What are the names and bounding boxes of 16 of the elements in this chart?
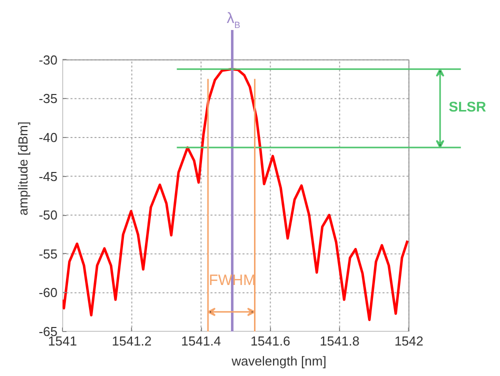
x-tick-label: 1541.8	[320, 334, 360, 348]
x-tick-label: 1541.4	[181, 334, 221, 348]
y-axis-title: amplitude [dBm]	[16, 122, 31, 216]
y-tick-label: -40	[38, 130, 58, 145]
text: SLSR	[448, 98, 486, 114]
y-tick-label: -35	[38, 91, 58, 106]
x-axis-title: wavelength [nm]	[230, 354, 326, 368]
line-series	[62, 68, 409, 322]
x-tick-label: 1541.6	[250, 334, 290, 348]
y-tick-label: -60	[38, 285, 58, 300]
y-tick-label: -50	[38, 208, 58, 223]
y-tick-label: -30	[38, 52, 58, 68]
x-tick-label: 1542	[394, 334, 424, 348]
y-tick-label: -55	[38, 246, 58, 262]
y-tick-label: -45	[38, 168, 58, 184]
x-tick-label: 1541.2	[112, 334, 152, 348]
